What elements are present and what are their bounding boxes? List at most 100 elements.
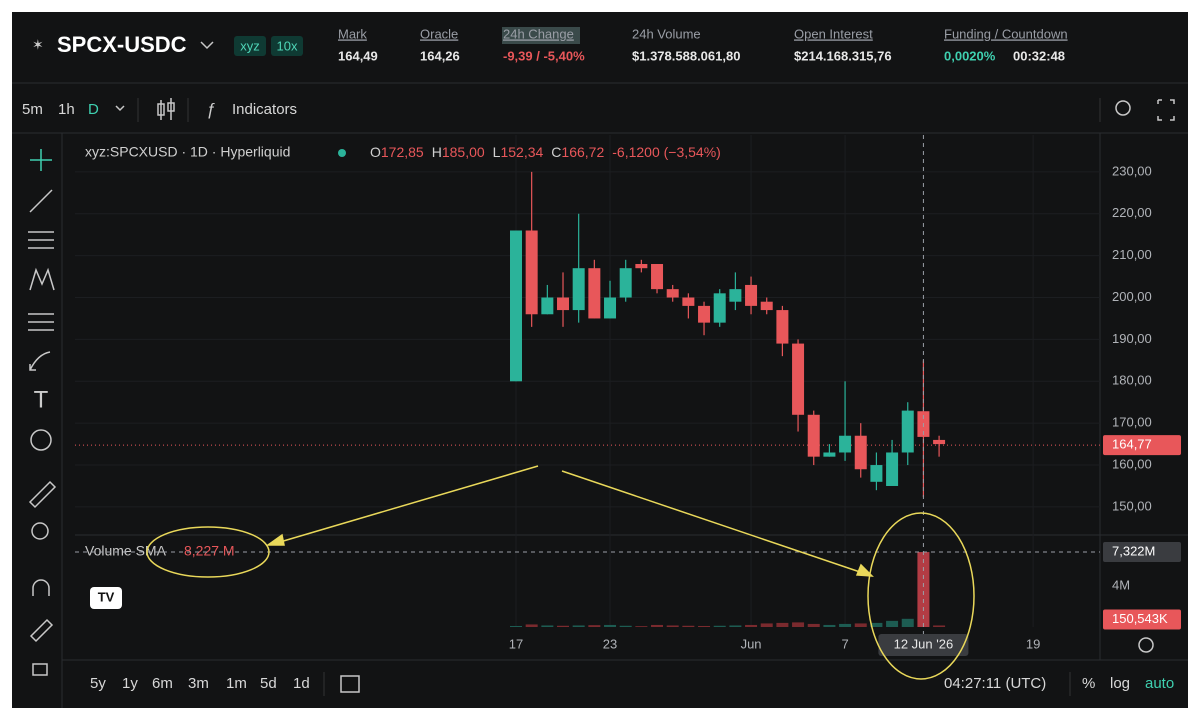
volume-bar bbox=[901, 618, 914, 627]
auto-toggle[interactable]: auto bbox=[1145, 675, 1174, 692]
range[interactable]: 6m bbox=[152, 675, 173, 692]
badge: 10x bbox=[277, 38, 298, 53]
interval[interactable]: 1h bbox=[58, 101, 75, 118]
ohlc-value: 166,72 bbox=[561, 144, 604, 160]
star-icon[interactable]: ✶ bbox=[32, 37, 44, 53]
symbol[interactable]: SPCX-USDC bbox=[57, 32, 187, 57]
volume-tick-label: 4M bbox=[1112, 577, 1130, 592]
volume-bar bbox=[917, 552, 930, 627]
brush-tool[interactable] bbox=[29, 351, 51, 371]
y-tick-label: 220,00 bbox=[1112, 205, 1152, 220]
stat-label: Funding / Countdown bbox=[944, 26, 1068, 41]
last-volume-label-bg bbox=[1103, 609, 1181, 630]
volume-bar bbox=[839, 623, 852, 627]
status-dot bbox=[338, 149, 346, 157]
volume-bar bbox=[572, 625, 585, 627]
volume-bar bbox=[635, 626, 648, 627]
candle-body bbox=[557, 297, 570, 311]
zoom-icon[interactable] bbox=[1115, 100, 1131, 116]
candle-body bbox=[776, 310, 789, 344]
range[interactable]: 5y bbox=[90, 675, 106, 692]
goto-date-icon[interactable] bbox=[340, 675, 360, 693]
ohlc-key: H bbox=[432, 144, 442, 160]
candle-body bbox=[525, 230, 538, 315]
ohlc-value: 152,34 bbox=[500, 144, 543, 160]
range[interactable]: 5d bbox=[260, 675, 277, 692]
text-tool[interactable]: T bbox=[34, 386, 49, 413]
interval[interactable]: D bbox=[88, 101, 99, 118]
ohlc-key: O bbox=[370, 144, 381, 160]
x-tick-label: 7 bbox=[841, 636, 848, 651]
badge-bg bbox=[271, 36, 303, 56]
candle-body bbox=[745, 284, 758, 306]
stat-label: 24h Volume bbox=[632, 26, 701, 41]
x-tick-label: 19 bbox=[1026, 636, 1040, 651]
pattern-tool[interactable] bbox=[29, 267, 55, 291]
chart-type-icon[interactable] bbox=[157, 98, 175, 120]
last-price-label-bg bbox=[1103, 435, 1181, 456]
volume-bar bbox=[870, 622, 883, 627]
range[interactable]: 1d bbox=[293, 675, 310, 692]
percent-toggle[interactable]: % bbox=[1082, 675, 1095, 692]
candle-body bbox=[839, 435, 852, 453]
range[interactable]: 3m bbox=[188, 675, 209, 692]
symbol-chevron[interactable] bbox=[200, 41, 214, 50]
magnet-tool[interactable] bbox=[32, 579, 50, 596]
crosshair-date-bg bbox=[878, 634, 969, 656]
interval-chevron[interactable] bbox=[115, 105, 125, 112]
candle-body bbox=[713, 293, 726, 323]
volume-bar bbox=[651, 624, 664, 627]
interval[interactable]: 5m bbox=[22, 101, 43, 118]
candle-body bbox=[635, 264, 648, 269]
volume-bar bbox=[698, 625, 711, 627]
fib-tool[interactable] bbox=[28, 231, 54, 249]
y-tick-label: 160,00 bbox=[1112, 456, 1152, 471]
candle-body bbox=[823, 452, 836, 457]
emoji-tool[interactable] bbox=[30, 429, 52, 451]
volume-bar bbox=[776, 622, 789, 627]
volume-bar bbox=[729, 625, 742, 627]
stat-value: 164,49 bbox=[338, 48, 378, 63]
range[interactable]: 1y bbox=[122, 675, 138, 692]
highlight-ellipse bbox=[867, 512, 975, 680]
crosshair-tool[interactable] bbox=[30, 149, 52, 171]
indicators-button[interactable]: Indicators bbox=[232, 101, 297, 118]
chart-legend-title: xyz:SPCXUSD · 1D · Hyperliquid bbox=[85, 144, 290, 160]
ohlc-value: 172,85 bbox=[381, 144, 424, 160]
range[interactable]: 1m bbox=[226, 675, 247, 692]
volume-bar bbox=[713, 625, 726, 627]
annotations bbox=[146, 465, 975, 680]
candle-body bbox=[510, 230, 522, 382]
y-tick-label: 190,00 bbox=[1112, 331, 1152, 346]
crosshair-volume-label: 7,322M bbox=[1112, 543, 1155, 558]
fullscreen-icon[interactable] bbox=[1157, 99, 1175, 121]
volume-bar bbox=[823, 624, 836, 627]
volume-bar bbox=[745, 624, 758, 627]
y-tick-label: 210,00 bbox=[1112, 247, 1152, 262]
candle-body bbox=[666, 289, 679, 298]
fx-icon[interactable]: ƒ bbox=[206, 99, 215, 118]
y-tick-label: 200,00 bbox=[1112, 289, 1152, 304]
projection-tool[interactable] bbox=[28, 313, 54, 331]
settings-icon[interactable] bbox=[1138, 637, 1154, 653]
candle-body bbox=[760, 301, 773, 311]
line-tool[interactable] bbox=[29, 189, 53, 213]
stat-value: $214.168.315,76 bbox=[794, 48, 892, 63]
log-toggle[interactable]: log bbox=[1110, 675, 1130, 692]
lock-tool[interactable] bbox=[32, 663, 48, 676]
stat-label: Oracle bbox=[420, 26, 458, 41]
candle-body bbox=[792, 343, 805, 415]
candle-body bbox=[729, 289, 742, 302]
candle-body bbox=[901, 410, 914, 453]
volume-bar bbox=[557, 625, 570, 627]
zoom-tool[interactable] bbox=[31, 522, 49, 540]
arrowhead bbox=[855, 563, 874, 577]
candle-body bbox=[870, 465, 883, 482]
volume-legend-value: 8,227 M bbox=[184, 543, 235, 559]
lock-drawing-tool[interactable] bbox=[29, 618, 54, 643]
volume-bar bbox=[604, 624, 617, 627]
y-tick-label: 150,00 bbox=[1112, 498, 1152, 513]
candle-body bbox=[698, 305, 711, 323]
ruler-tool[interactable] bbox=[28, 480, 57, 509]
